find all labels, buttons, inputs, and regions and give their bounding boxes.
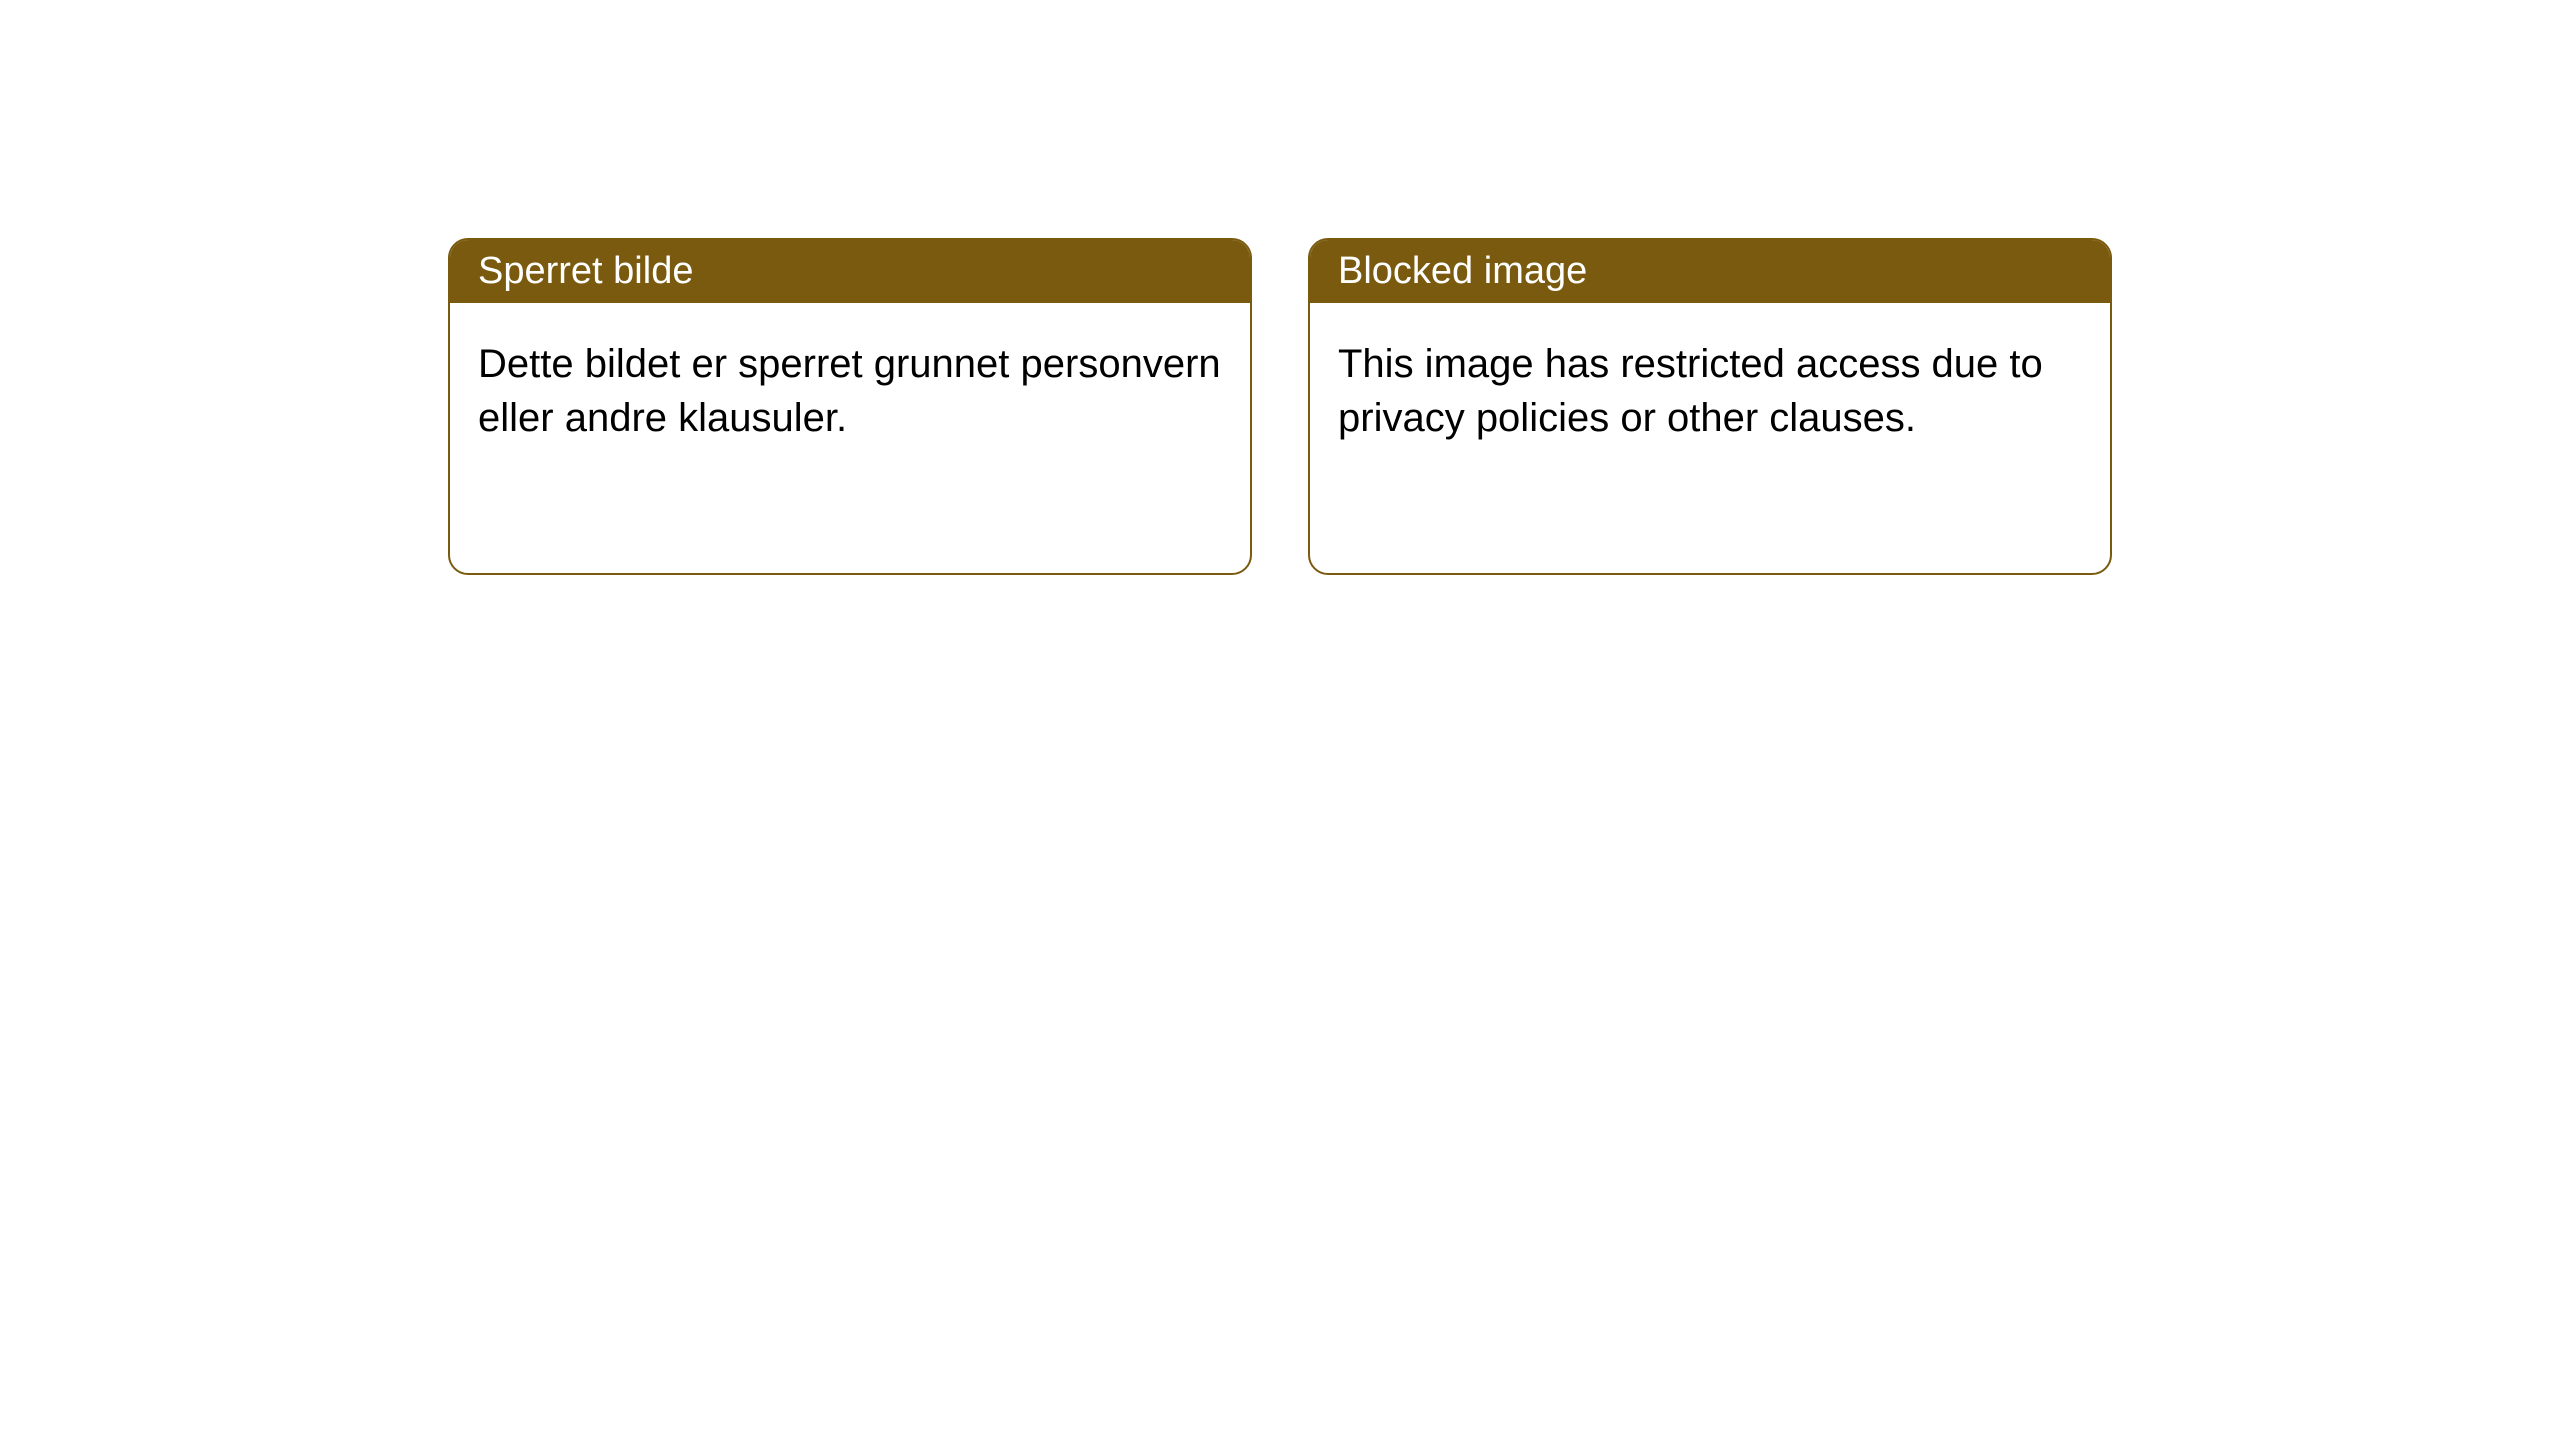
card-body-norwegian: Dette bildet er sperret grunnet personve… (450, 303, 1250, 573)
card-body-english: This image has restricted access due to … (1310, 303, 2110, 573)
card-title: Sperret bilde (478, 250, 693, 292)
card-body-text: Dette bildet er sperret grunnet personve… (478, 342, 1221, 440)
card-header-norwegian: Sperret bilde (450, 240, 1250, 303)
cards-container: Sperret bilde Dette bildet er sperret gr… (448, 238, 2560, 575)
card-title: Blocked image (1338, 250, 1587, 292)
card-header-english: Blocked image (1310, 240, 2110, 303)
card-body-text: This image has restricted access due to … (1338, 342, 2043, 440)
card-english: Blocked image This image has restricted … (1308, 238, 2112, 575)
card-norwegian: Sperret bilde Dette bildet er sperret gr… (448, 238, 1252, 575)
